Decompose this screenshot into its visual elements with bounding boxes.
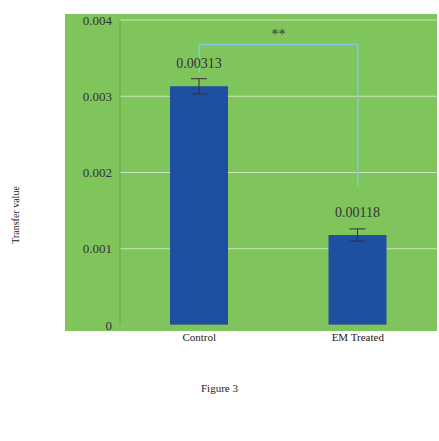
svg-text:0.004: 0.004 — [83, 13, 113, 28]
svg-text:EM Treated: EM Treated — [332, 331, 385, 343]
svg-text:0.002: 0.002 — [83, 165, 112, 180]
svg-text:**: ** — [272, 27, 286, 42]
svg-text:0.00313: 0.00313 — [176, 56, 222, 71]
svg-text:Control: Control — [182, 331, 216, 343]
html-text:Figure 3: Figure 3 — [201, 382, 238, 394]
svg-text:0: 0 — [106, 318, 113, 333]
svg-text:0.003: 0.003 — [83, 89, 112, 104]
svg-text:0.001: 0.001 — [83, 241, 112, 256]
svg-text:0.00118: 0.00118 — [335, 205, 380, 220]
html-text:Transfer value: Transfer value — [9, 186, 21, 244]
